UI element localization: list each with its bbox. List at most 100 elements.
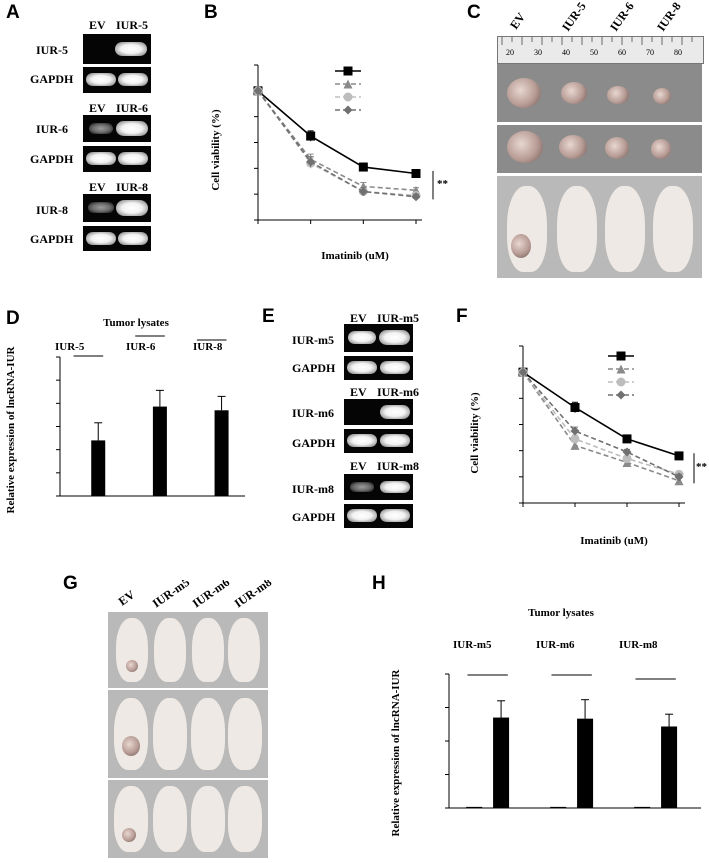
group-label: IUR-m6 xyxy=(536,639,575,651)
band xyxy=(380,361,410,374)
band xyxy=(380,405,410,419)
gel-e1-header-iur: IUR-m5 xyxy=(377,311,419,325)
band xyxy=(118,232,148,245)
mouse xyxy=(228,618,260,682)
data-point xyxy=(622,434,632,444)
col-label: IUR-m6 xyxy=(190,580,232,610)
series-line xyxy=(522,371,680,475)
mouse xyxy=(114,698,148,770)
band xyxy=(380,509,410,522)
ruler-tick: 60 xyxy=(618,48,626,57)
tumor xyxy=(122,736,140,756)
band xyxy=(350,482,374,492)
data-point xyxy=(306,157,316,167)
significance-label: ** xyxy=(437,178,449,190)
y-axis-title: Relative expression of lncRNA-IUR xyxy=(390,668,402,836)
panel-g-column-labels: EV IUR-m5 IUR-m6 IUR-m8 xyxy=(116,580,274,610)
data-point xyxy=(622,447,632,457)
data-point xyxy=(570,434,580,444)
band xyxy=(86,152,116,165)
band xyxy=(86,73,116,86)
data-point xyxy=(616,351,626,361)
col-label: EV xyxy=(116,587,138,608)
tumor xyxy=(511,234,531,258)
series-line xyxy=(522,371,680,482)
tumor xyxy=(607,86,629,104)
mice-photo-row-1 xyxy=(108,612,268,688)
band xyxy=(347,434,377,447)
bar xyxy=(152,406,167,496)
band xyxy=(89,123,113,134)
gel-e1-header-ev: EV xyxy=(350,311,367,325)
band xyxy=(347,509,377,522)
mouse xyxy=(153,786,187,852)
gel-a1-row-target: IUR-5 xyxy=(36,43,68,57)
chart-title: Tumor lysates xyxy=(528,607,594,619)
mouse xyxy=(557,186,597,272)
col-label: EV xyxy=(507,10,528,32)
mouse xyxy=(191,698,225,770)
mouse xyxy=(191,786,225,852)
mouse xyxy=(154,618,186,682)
data-point xyxy=(253,86,263,96)
gel-a1-gapdh xyxy=(83,67,151,93)
y-axis-title: Cell viability (%) xyxy=(210,109,222,191)
tumor xyxy=(559,135,587,159)
bar xyxy=(466,806,483,808)
data-point xyxy=(343,79,353,89)
col-label: IUR-m8 xyxy=(232,580,274,610)
gel-e3-header-iur: IUR-m8 xyxy=(377,459,419,473)
tumor xyxy=(122,828,136,842)
series-line xyxy=(522,371,680,457)
group-label: IUR-8 xyxy=(193,341,223,353)
group-label: IUR-m5 xyxy=(453,639,492,651)
mice-photo xyxy=(497,176,702,278)
band xyxy=(115,42,147,56)
col-label: IUR-6 xyxy=(607,0,637,34)
col-label: IUR-8 xyxy=(654,0,684,34)
band xyxy=(116,200,148,216)
y-axis-title-wrap: Cell viability (%) xyxy=(210,109,222,191)
data-point xyxy=(674,451,684,461)
series-line xyxy=(257,90,417,175)
tumor xyxy=(653,88,671,104)
data-point xyxy=(518,367,528,377)
panel-letter-g: G xyxy=(63,573,78,594)
data-point xyxy=(343,105,353,115)
mouse xyxy=(153,698,187,770)
tumor-photo-row-1 xyxy=(497,64,702,122)
group-label: IUR-6 xyxy=(126,341,156,353)
gel-a2-header-ev: EV xyxy=(89,101,106,115)
bar xyxy=(634,806,651,808)
mouse xyxy=(507,186,547,272)
gel-a2-gapdh xyxy=(83,146,151,172)
gel-a2-header-iur: IUR-6 xyxy=(116,101,148,115)
mouse xyxy=(116,618,148,682)
tumor xyxy=(507,78,541,108)
col-label: IUR-m5 xyxy=(150,580,192,610)
data-point xyxy=(674,472,684,482)
data-point xyxy=(411,192,421,202)
mouse xyxy=(605,186,645,272)
panel-letter-d: D xyxy=(6,308,20,329)
gel-e1-gapdh xyxy=(344,356,413,380)
group-label: IUR-5 xyxy=(55,341,85,353)
y-axis-title-wrap: Relative expression of lncRNA-IUR xyxy=(390,668,402,836)
data-point xyxy=(343,92,353,102)
gel-a1-target xyxy=(83,34,151,64)
band xyxy=(348,331,376,344)
data-point xyxy=(570,440,580,450)
tumor xyxy=(507,131,543,163)
data-point xyxy=(358,162,368,172)
y-axis-title: Relative expression of lncRNA-IUR xyxy=(5,345,17,513)
chart-f-cell-viability: Cell viability (%) Imatinib (uM) ** xyxy=(469,345,708,547)
data-point xyxy=(570,426,580,436)
mouse xyxy=(228,698,262,770)
mouse xyxy=(228,786,262,852)
series-line xyxy=(257,90,417,198)
bar xyxy=(550,806,567,808)
band xyxy=(88,202,114,213)
bar xyxy=(91,440,106,496)
mice-photo-row-3 xyxy=(108,780,268,858)
data-point xyxy=(343,66,353,76)
